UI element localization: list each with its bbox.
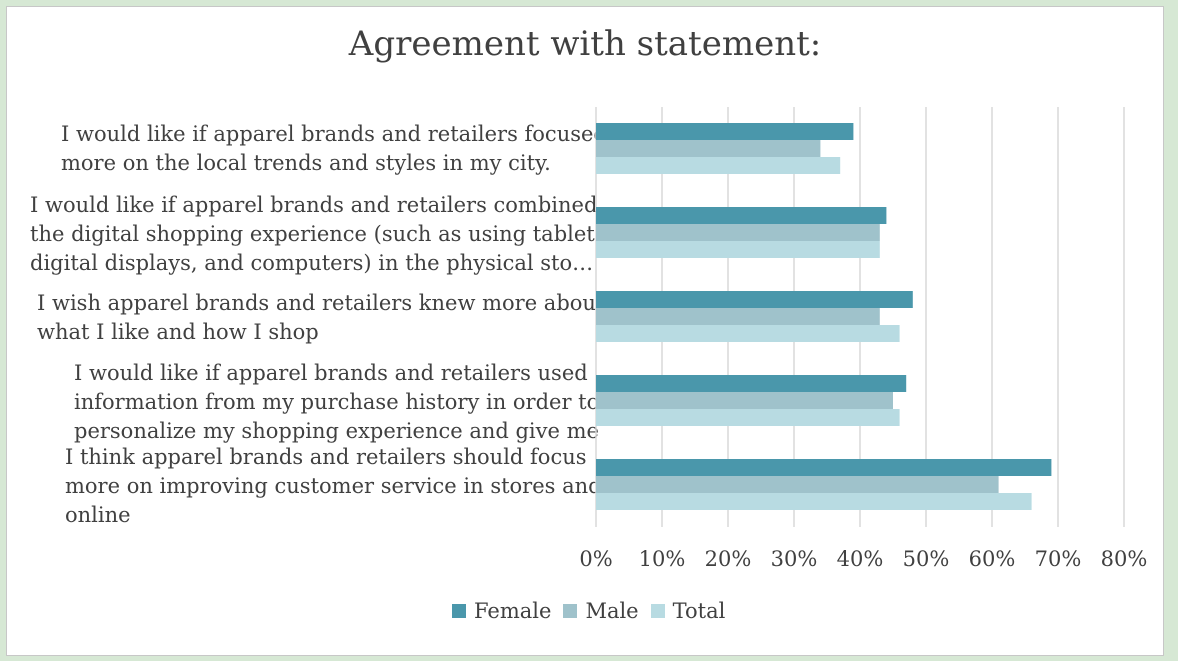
bar-total-1 — [596, 157, 841, 174]
x-tick-label-0: 0% — [579, 547, 612, 571]
bar-male-1 — [596, 140, 821, 157]
category-label-3: I wish apparel brands and retailers knew… — [37, 291, 605, 344]
x-tick-label-7: 70% — [1035, 547, 1082, 571]
bar-female-4 — [596, 375, 907, 392]
category-label-1: I would like if apparel brands and retai… — [61, 122, 607, 175]
legend-label-female: Female — [474, 599, 552, 623]
category-label-5: I think apparel brands and retailers sho… — [65, 445, 602, 527]
legend-label-male: Male — [585, 599, 639, 623]
bar-female-5 — [596, 459, 1052, 476]
category-label-2: I would like if apparel brands and retai… — [30, 193, 613, 275]
x-tick-label-1: 10% — [639, 547, 686, 571]
bar-male-3 — [596, 308, 880, 325]
x-tick-label-2: 20% — [705, 547, 752, 571]
legend: Female Male Total — [452, 599, 737, 623]
bar-total-4 — [596, 409, 900, 426]
chart-frame — [6, 6, 1164, 656]
bar-total-2 — [596, 241, 880, 258]
bar-female-2 — [596, 207, 887, 224]
bar-total-5 — [596, 493, 1032, 510]
legend-item-male: Male — [563, 599, 639, 623]
chart-title: Agreement with statement: — [348, 24, 822, 64]
legend-label-total: Total — [672, 599, 726, 623]
legend-swatch-total — [650, 604, 665, 618]
legend-item-total: Total — [650, 599, 726, 623]
bar-female-3 — [596, 291, 913, 308]
category-label-4: I would like if apparel brands and retai… — [74, 361, 600, 443]
x-tick-label-3: 30% — [771, 547, 818, 571]
legend-swatch-male — [563, 604, 578, 618]
x-tick-label-8: 80% — [1101, 547, 1148, 571]
x-tick-label-5: 50% — [903, 547, 950, 571]
legend-item-female: Female — [452, 599, 551, 623]
bar-male-5 — [596, 476, 999, 493]
x-tick-label-6: 60% — [969, 547, 1016, 571]
bar-male-2 — [596, 224, 880, 241]
bar-female-1 — [596, 123, 854, 140]
legend-swatch-female — [452, 604, 466, 618]
bar-total-3 — [596, 325, 900, 342]
x-tick-label-4: 40% — [837, 547, 884, 571]
bar-male-4 — [596, 392, 893, 409]
